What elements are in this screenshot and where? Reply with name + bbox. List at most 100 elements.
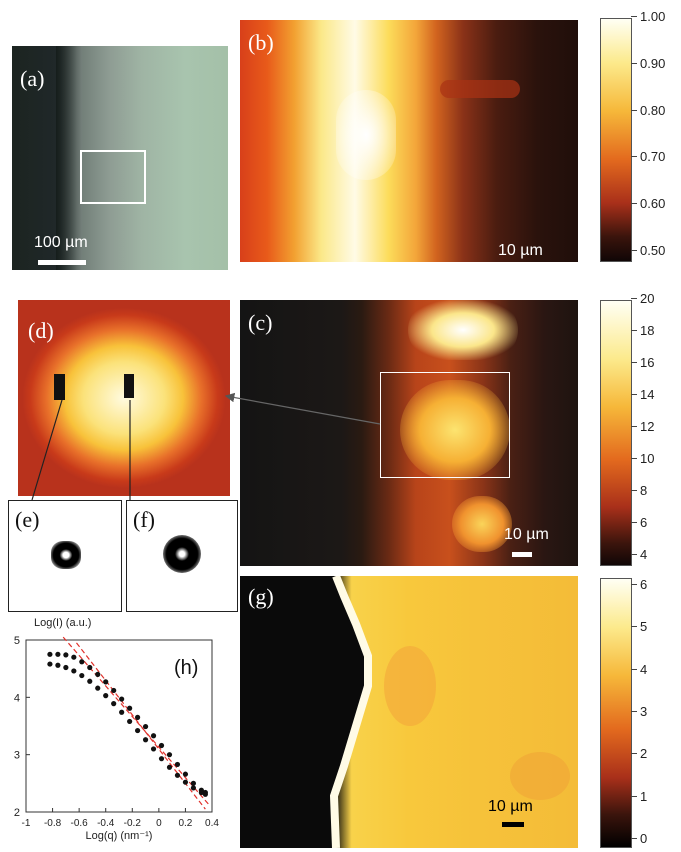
x-tick-label: -0.4 xyxy=(97,818,115,829)
plot-frame xyxy=(25,639,213,813)
colorbar-tick-g: 1 xyxy=(630,788,648,804)
data-point xyxy=(174,761,181,768)
colorbar-c xyxy=(600,300,632,566)
x-axis-label: Log(q) (nm⁻¹) xyxy=(86,830,153,842)
data-point xyxy=(55,651,61,657)
micrograph-panel-a: (a) 100 µm xyxy=(12,46,228,270)
panel-label-e: (e) xyxy=(15,507,40,532)
data-point xyxy=(158,756,165,762)
panel-label-f: (f) xyxy=(133,507,155,532)
data-point xyxy=(166,764,173,770)
data-point xyxy=(158,742,165,749)
y-tick-label: 2 xyxy=(14,807,20,819)
data-point xyxy=(174,772,181,778)
data-point xyxy=(190,785,196,791)
data-point xyxy=(150,733,157,739)
diffraction-spot-f xyxy=(163,535,201,573)
colorbar-tick-b: 0.50 xyxy=(630,243,666,258)
colorbar-b xyxy=(600,18,632,262)
map-panel-b: (b) 10 µm xyxy=(240,20,578,262)
panel-label-h: (h) xyxy=(174,657,198,679)
x-tick-label: -0.8 xyxy=(44,818,62,829)
data-point xyxy=(63,652,69,658)
colorbar-tick-b: 0.90 xyxy=(630,55,666,71)
y-axis-label: Log(I) (a.u.) xyxy=(34,617,91,629)
red-streak-b xyxy=(440,80,520,98)
colorbar-tick-c: 10 xyxy=(630,451,655,466)
data-point xyxy=(79,659,85,665)
y-tick-label: 4 xyxy=(14,692,20,704)
colorbar-tick-c: 12 xyxy=(630,419,655,434)
data-point xyxy=(103,693,109,699)
fit-line xyxy=(62,636,210,806)
colorbar-tick-b: 0.60 xyxy=(630,196,666,212)
bright-spot-middle xyxy=(400,380,510,480)
x-tick-label: 0 xyxy=(156,818,162,829)
scale-label-g: 10 µm xyxy=(488,798,533,815)
colorbar-tick-b: 0.80 xyxy=(630,102,666,118)
data-point xyxy=(135,714,141,720)
scale-bar-c xyxy=(512,552,532,557)
colorbar-g xyxy=(600,578,632,848)
colorbar-tick-g: 6 xyxy=(630,577,648,592)
colorbar-tick-b: 1.00 xyxy=(630,9,666,24)
colorbar-tick-c: 16 xyxy=(630,355,655,370)
hotspot-b xyxy=(336,90,396,180)
panel-label-g: (g) xyxy=(248,584,274,609)
colorbar-tick-g: 0 xyxy=(630,831,648,846)
zoom-region-box xyxy=(380,372,510,478)
data-point xyxy=(190,780,196,786)
colorbar-tick-g: 5 xyxy=(630,619,648,635)
scale-bar-g xyxy=(502,822,524,827)
data-point xyxy=(95,685,101,691)
panel-label-c: (c) xyxy=(248,310,273,335)
scale-label-c: 10 µm xyxy=(504,526,549,543)
scan-marker-right xyxy=(124,374,134,398)
data-point xyxy=(87,678,93,684)
data-point xyxy=(142,737,149,743)
x-tick-label: -0.2 xyxy=(124,818,142,829)
colorbar-tick-b: 0.70 xyxy=(630,149,666,165)
colorbar-tick-g: 3 xyxy=(630,704,648,719)
x-tick-label: -0.6 xyxy=(71,818,89,829)
map-panel-d: (d) xyxy=(18,300,230,496)
map-panel-g: (g) 10 µm xyxy=(240,576,578,848)
colorbar-tick-g: 4 xyxy=(630,661,648,677)
data-point xyxy=(135,727,141,734)
sample-boundary-g xyxy=(240,576,570,848)
data-point xyxy=(95,671,101,677)
data-point xyxy=(63,664,69,671)
data-point xyxy=(127,705,133,711)
fit-line xyxy=(76,642,206,810)
sample-edge xyxy=(56,46,82,270)
y-tick-label: 3 xyxy=(14,750,20,762)
colorbar-tick-c: 14 xyxy=(630,387,655,402)
data-point xyxy=(142,723,149,730)
scale-label-a: 100 µm xyxy=(34,234,88,251)
colorbar-tick-c: 20 xyxy=(630,291,655,306)
data-point xyxy=(111,687,117,694)
data-point xyxy=(79,672,85,679)
bright-spot-top xyxy=(408,300,518,360)
data-point xyxy=(166,752,173,758)
data-point xyxy=(182,779,189,785)
map-panel-c: (c) 10 µm xyxy=(240,300,578,566)
data-point xyxy=(71,654,77,660)
data-point xyxy=(119,696,125,702)
y-tick-label: 5 xyxy=(14,635,20,647)
data-point xyxy=(182,771,189,777)
data-point xyxy=(111,701,117,707)
region-of-interest-box xyxy=(80,150,146,204)
bright-spot-bottom xyxy=(452,496,512,552)
x-tick-label: 0.2 xyxy=(178,818,192,829)
data-point xyxy=(87,664,93,671)
data-point xyxy=(47,651,53,657)
data-point xyxy=(71,668,77,674)
panel-label-d: (d) xyxy=(28,318,54,343)
data-point xyxy=(55,662,61,668)
data-point xyxy=(198,789,204,796)
saxs-chart-h: -1 -0.8 -0.6 -0.4 -0.2 0 0.2 0.4 2 3 4 5 Log(I) (a.u… xyxy=(14,617,220,842)
data-point xyxy=(202,791,208,797)
data-point xyxy=(119,709,125,715)
